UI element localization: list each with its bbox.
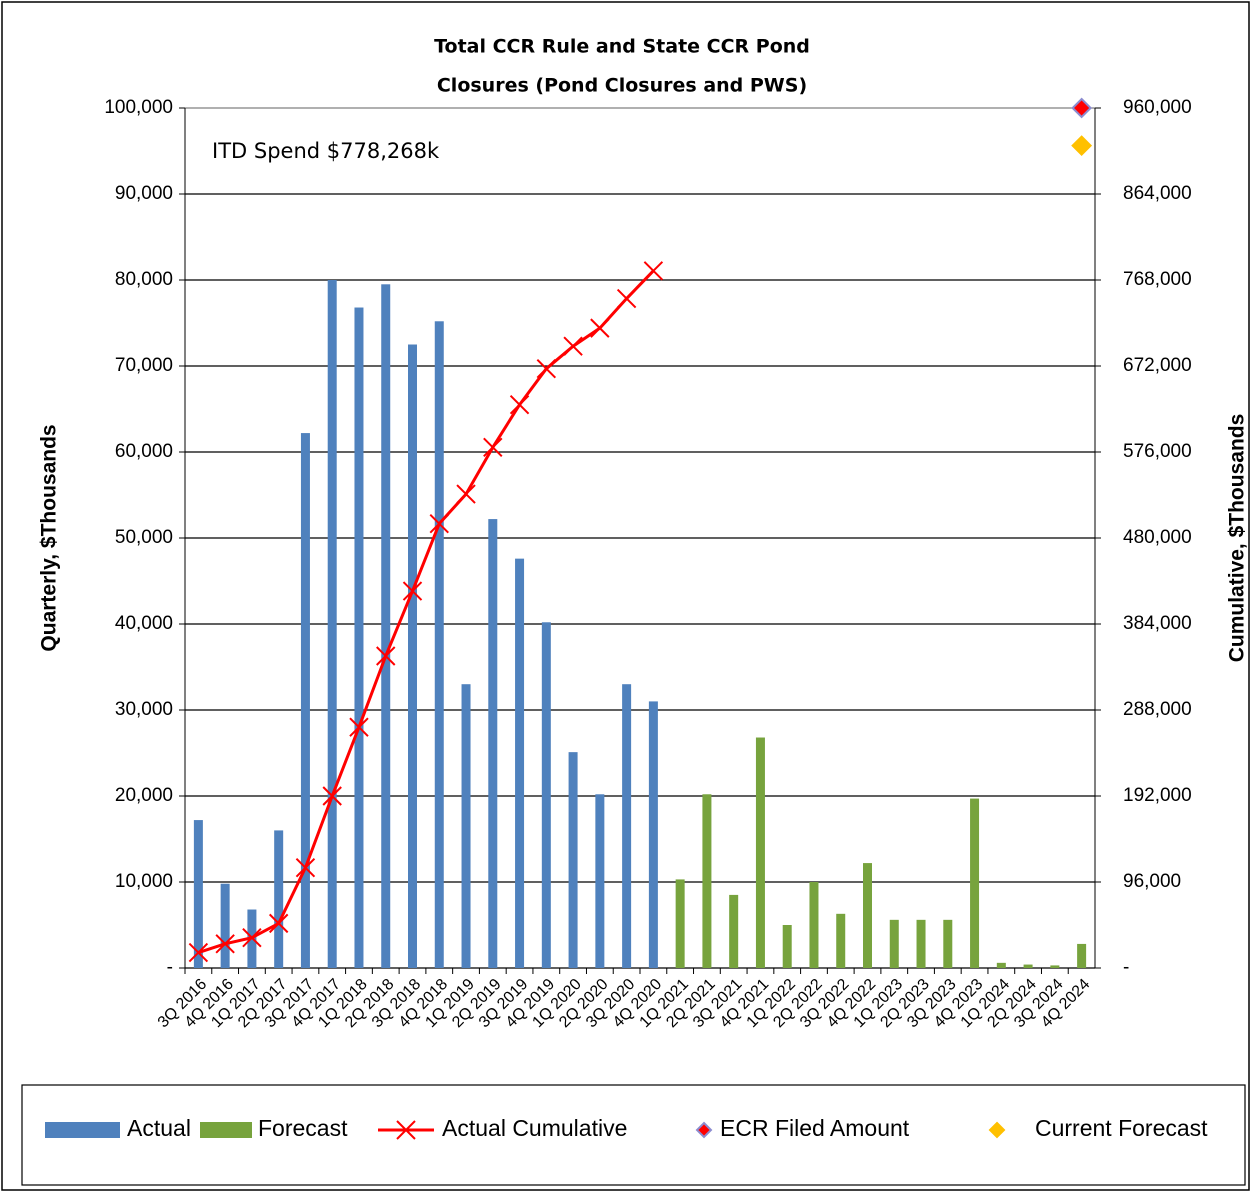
y2-tick-label: 960,000	[1123, 97, 1192, 118]
y-tick-label: -	[167, 957, 173, 978]
y2-tick-label: 192,000	[1123, 785, 1192, 806]
y2-tick-label: 288,000	[1123, 699, 1192, 720]
y-tick-label: 100,000	[104, 97, 173, 118]
legend-swatch	[396, 1120, 416, 1140]
y-tick-label: 40,000	[115, 613, 173, 634]
y-tick-label: 80,000	[115, 269, 173, 290]
legend-label: Actual Cumulative	[442, 1115, 627, 1141]
bar	[675, 879, 685, 968]
bar	[943, 919, 953, 968]
y2-tick-label: 672,000	[1123, 355, 1192, 376]
y-tick-label: 50,000	[115, 527, 173, 548]
bar	[863, 863, 872, 968]
line-marker	[563, 336, 583, 356]
y-tick-label: 20,000	[115, 785, 173, 806]
bar	[193, 820, 203, 968]
y2-tick-label: 864,000	[1123, 183, 1192, 204]
bar	[996, 962, 1006, 968]
line-marker	[268, 913, 289, 934]
line-marker	[402, 581, 423, 601]
bar	[1050, 965, 1060, 968]
bar	[300, 433, 310, 969]
line-marker	[456, 484, 476, 504]
legend-swatch	[45, 1122, 120, 1138]
line-marker	[215, 934, 235, 954]
annotation: ITD Spend $778,268k	[212, 139, 440, 163]
cumulative-line	[197, 269, 655, 955]
bar	[408, 344, 417, 968]
line-marker	[590, 318, 610, 338]
y2-tick-label: 96,000	[1123, 871, 1181, 892]
bar	[809, 882, 819, 968]
bar	[648, 701, 658, 968]
bar	[702, 794, 712, 968]
bar	[782, 925, 792, 968]
bar	[274, 830, 284, 968]
bar	[327, 280, 337, 968]
diamond-marker	[1071, 97, 1093, 119]
y-axis-label: Quarterly, $Thousands	[38, 424, 61, 651]
y2-axis-label: Cumulative, $Thousands	[1226, 414, 1249, 663]
line-marker	[188, 942, 209, 963]
bar	[381, 284, 391, 968]
y2-tick-label: 480,000	[1123, 527, 1192, 548]
line-marker	[509, 394, 530, 415]
bar	[488, 519, 498, 968]
legend-label: ECR Filed Amount	[720, 1115, 910, 1141]
y2-tick-label: 576,000	[1123, 441, 1192, 462]
legend-label: Current Forecast	[1035, 1115, 1208, 1141]
y2-tick-label: 384,000	[1123, 613, 1192, 634]
bar	[916, 919, 926, 968]
diamond-marker	[1071, 135, 1093, 157]
y-tick-label: 90,000	[115, 183, 173, 204]
line-marker	[536, 358, 557, 379]
legend-box	[21, 1084, 1246, 1186]
legend-swatch	[695, 1121, 713, 1139]
legend-swatch	[988, 1121, 1006, 1139]
y-tick-label: 60,000	[115, 441, 173, 462]
legend-label: Forecast	[258, 1115, 348, 1141]
bar	[1023, 964, 1033, 968]
bar	[622, 684, 632, 968]
line-marker	[429, 513, 449, 534]
line-marker	[643, 261, 664, 281]
bar	[541, 622, 551, 968]
line-marker	[483, 437, 503, 458]
bar	[515, 558, 525, 968]
chart-title: Closures (Pond Closures and PWS)	[437, 75, 807, 97]
bar	[461, 684, 471, 968]
line-marker	[242, 928, 262, 948]
line-marker	[376, 646, 396, 666]
legend-swatch	[200, 1122, 252, 1138]
bar	[220, 883, 230, 968]
bar	[568, 752, 578, 968]
chart-title: Total CCR Rule and State CCR Pond	[434, 36, 810, 58]
bar	[755, 737, 765, 968]
bar	[595, 794, 605, 968]
y-tick-label: 10,000	[115, 871, 173, 892]
bar	[434, 321, 444, 968]
bar	[836, 913, 846, 968]
line-marker	[349, 717, 369, 737]
line-marker	[616, 288, 637, 309]
line-marker	[322, 786, 342, 806]
bar	[354, 307, 364, 968]
legend-label: Actual	[127, 1115, 191, 1141]
bar	[889, 919, 899, 968]
line-marker	[295, 857, 316, 878]
y2-tick-label: 768,000	[1123, 269, 1192, 290]
y-tick-label: 30,000	[115, 699, 173, 720]
bar	[970, 798, 980, 968]
bar	[1077, 943, 1087, 968]
y-tick-label: 70,000	[115, 355, 173, 376]
bar	[729, 894, 739, 968]
y2-tick-label: -	[1123, 957, 1129, 978]
